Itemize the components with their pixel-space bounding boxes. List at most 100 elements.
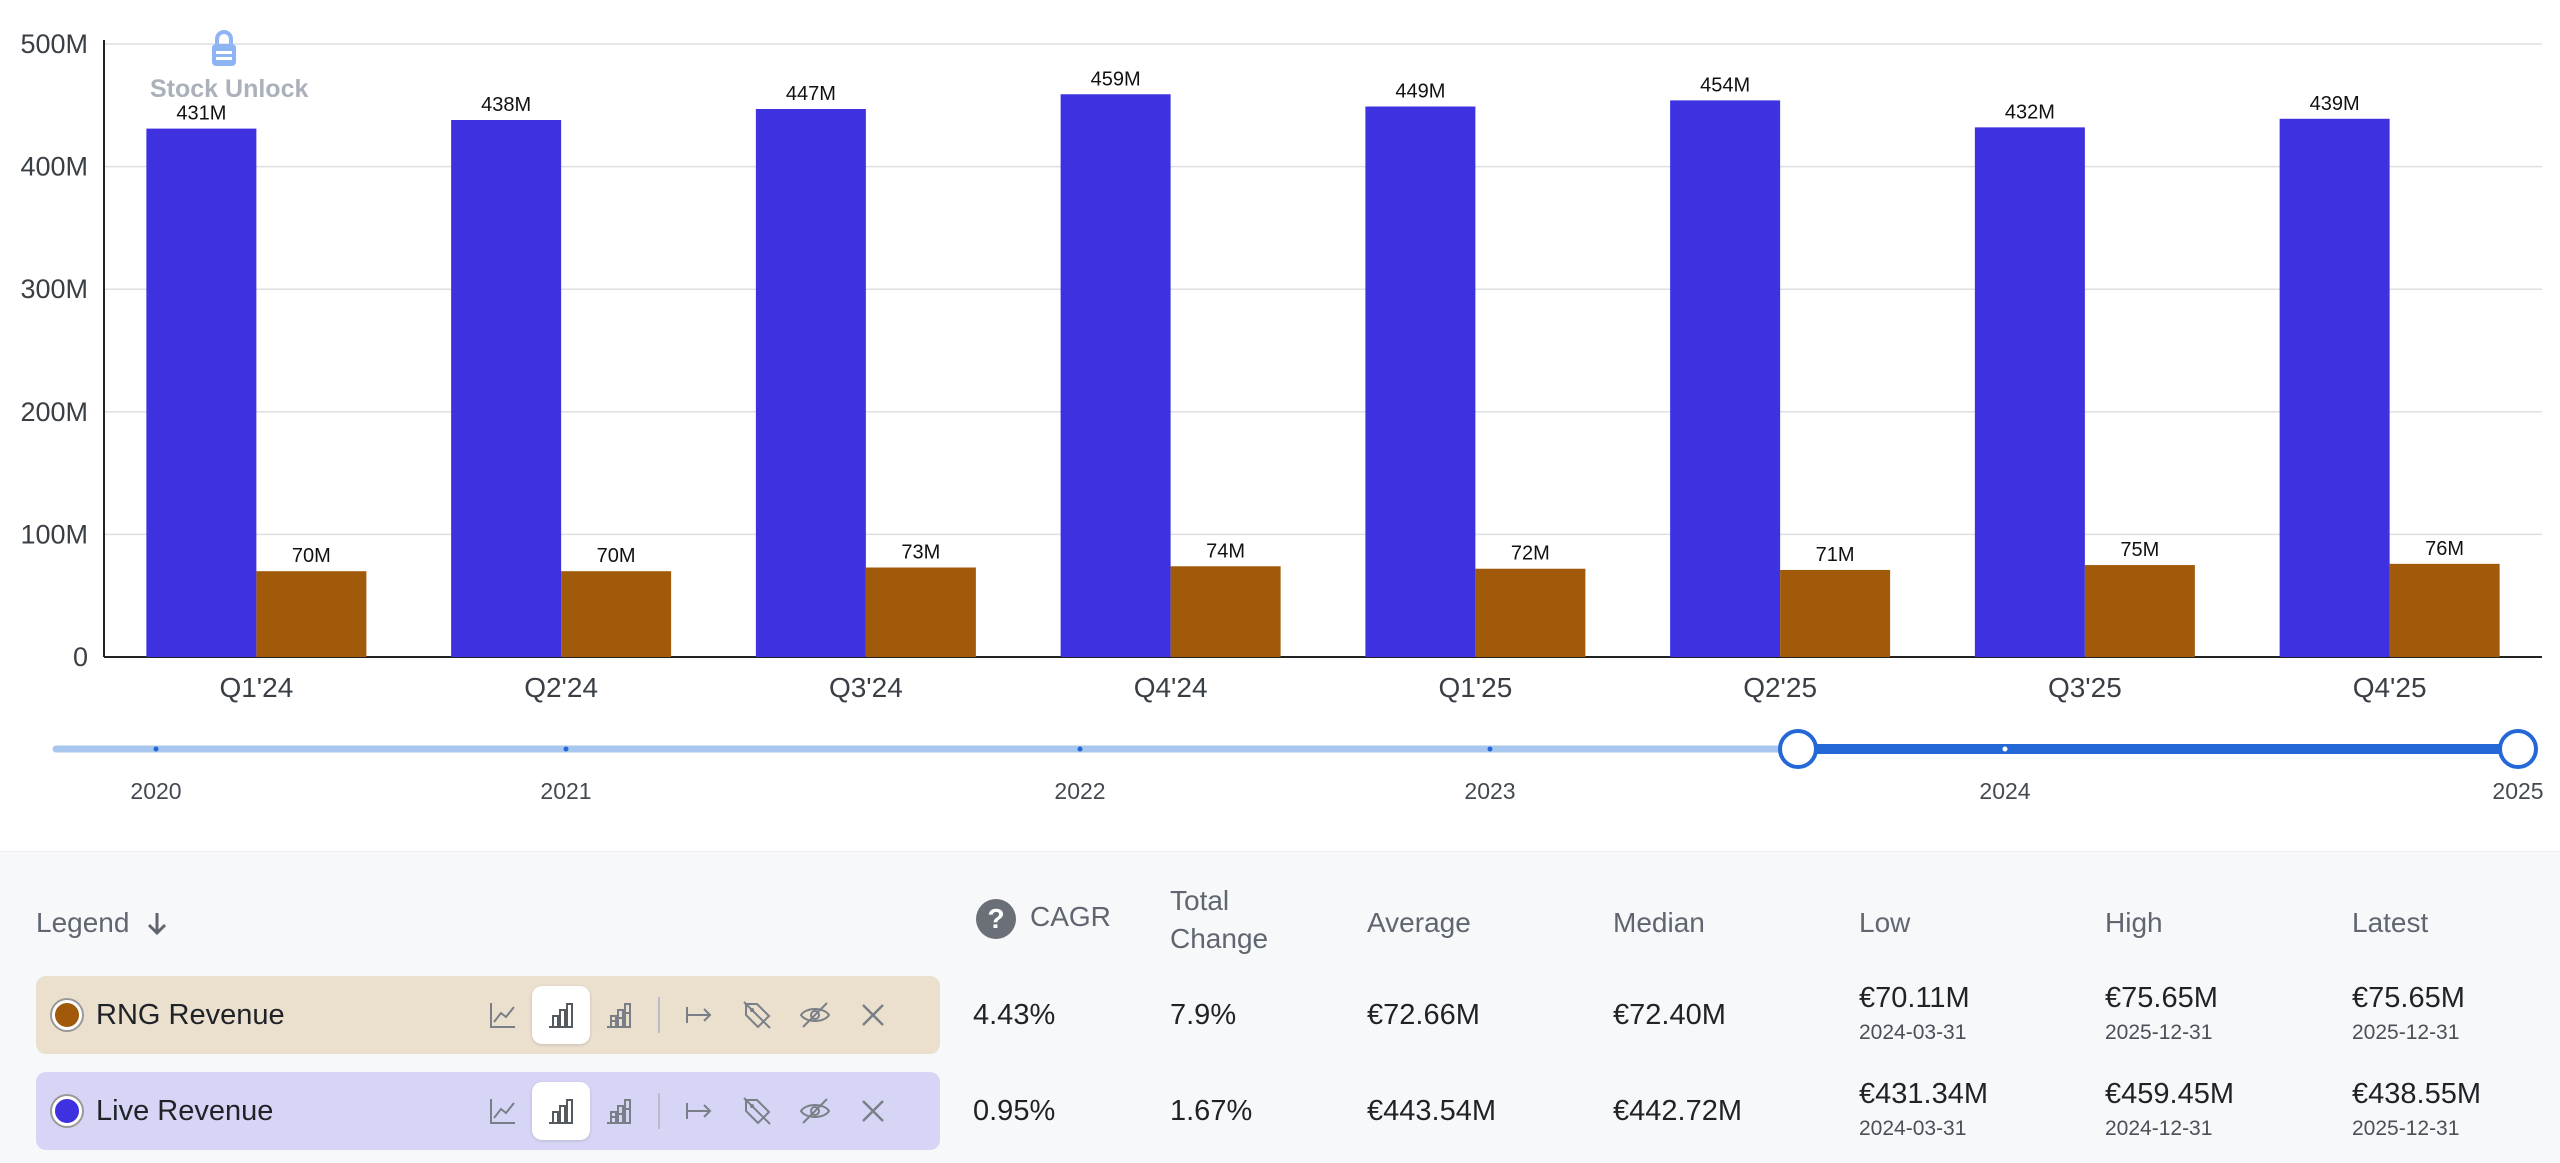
slider-year-label: 2024 xyxy=(1979,778,2030,804)
x-tick-label: Q3'25 xyxy=(2048,672,2122,703)
rng-total-change: 7.9% xyxy=(1170,999,1237,1031)
data-label: 447M xyxy=(786,83,836,105)
date-range-slider[interactable]: 2020 2021 2022 2023 2024 2025 xyxy=(52,729,2544,804)
y-tick-label: 300M xyxy=(20,274,88,304)
slider-year-label: 2022 xyxy=(1054,778,1105,804)
bar-rng-revenue xyxy=(1170,566,1281,657)
data-label: 76M xyxy=(2425,538,2464,560)
align-right-icon xyxy=(686,1103,712,1119)
series-name: RNG Revenue xyxy=(96,998,285,1031)
slider-handle-end[interactable] xyxy=(2498,729,2538,769)
rng-latest: €75.65M 2025-12-31 xyxy=(2352,982,2465,1045)
hide-series-button[interactable] xyxy=(786,986,844,1044)
align-right-button[interactable] xyxy=(670,1082,728,1140)
slider-tick xyxy=(563,746,569,752)
bar-live-revenue xyxy=(755,108,866,657)
eye-off-icon xyxy=(799,1098,831,1124)
average-header: Average xyxy=(1367,907,1471,938)
help-icon[interactable]: ? xyxy=(976,898,1016,939)
y-tick-label: 100M xyxy=(20,519,88,549)
total-change-header-line2: Change xyxy=(1170,923,1269,954)
hide-labels-button[interactable] xyxy=(728,1082,786,1140)
bar-live-revenue xyxy=(1365,106,1476,657)
x-tick-label: Q4'24 xyxy=(1134,672,1208,703)
live-latest: €438.55M 2025-12-31 xyxy=(2352,1078,2481,1141)
live-high-date: 2024-12-31 xyxy=(2105,1117,2213,1140)
bar-live-revenue xyxy=(1060,94,1171,658)
rng-cagr: 4.43% xyxy=(973,999,1056,1031)
bar-rng-revenue xyxy=(865,567,976,657)
legend-sort-button[interactable]: Legend xyxy=(36,904,171,942)
tag-off-icon xyxy=(743,1097,771,1125)
rng-low-date: 2024-03-31 xyxy=(1859,1021,1967,1044)
live-latest-date: 2025-12-31 xyxy=(2352,1117,2460,1140)
revenue-chart: 0 100M 200M 300M 400M 500M 431M 70M 438M 70M 447M… xyxy=(20,29,2544,804)
tool-separator xyxy=(658,1093,660,1129)
legend-row-rng-revenue[interactable]: RNG Revenue xyxy=(36,976,940,1054)
rng-low: €70.11M 2024-03-31 xyxy=(1859,982,1970,1045)
line-chart-button[interactable] xyxy=(474,986,532,1044)
live-latest-value: €438.55M xyxy=(2352,1078,2481,1110)
y-tick-label: 0 xyxy=(73,642,88,672)
x-tick-label: Q1'24 xyxy=(219,672,293,703)
legend-row-live-revenue[interactable]: Live Revenue xyxy=(36,1072,940,1150)
stacked-bar-button[interactable] xyxy=(590,1082,648,1140)
total-change-header: Total Change xyxy=(1170,882,1268,958)
watermark-text: Stock Unlock xyxy=(150,75,308,103)
bar-live-revenue xyxy=(2279,118,2390,657)
low-header: Low xyxy=(1859,907,1911,938)
total-change-header-line1: Total xyxy=(1170,885,1230,916)
legend-stats-panel: Legend ? CAGR Total Change Average Median… xyxy=(0,851,2560,1163)
close-icon xyxy=(862,1004,884,1026)
series-tools xyxy=(474,1072,902,1150)
close-icon xyxy=(862,1100,884,1122)
bar-rng-revenue xyxy=(1780,569,1891,657)
y-tick-label: 200M xyxy=(20,397,88,427)
live-average: €443.54M xyxy=(1367,1095,1496,1127)
live-high-value: €459.45M xyxy=(2105,1078,2234,1110)
data-label: 449M xyxy=(1395,81,1445,103)
slider-handle-start[interactable] xyxy=(1778,729,1818,769)
slider-year-label: 2021 xyxy=(540,778,591,804)
cagr-header: ? CAGR xyxy=(976,898,1111,939)
bar-rng-revenue xyxy=(561,571,672,657)
live-low-value: €431.34M xyxy=(1859,1078,1988,1110)
live-median: €442.72M xyxy=(1613,1095,1742,1127)
tool-separator xyxy=(658,997,660,1033)
data-label: 431M xyxy=(176,103,226,125)
data-label: 459M xyxy=(1091,68,1141,90)
data-label: 439M xyxy=(2310,93,2360,115)
remove-series-button[interactable] xyxy=(844,1082,902,1140)
cagr-header-label: CAGR xyxy=(1030,901,1111,932)
bar-chart-button[interactable] xyxy=(532,1082,590,1140)
align-right-button[interactable] xyxy=(670,986,728,1044)
hide-series-button[interactable] xyxy=(786,1082,844,1140)
x-tick-label: Q2'25 xyxy=(1743,672,1817,703)
bar-live-revenue xyxy=(1974,127,2085,658)
slider-year-label: 2020 xyxy=(130,778,181,804)
rng-high: €75.65M 2025-12-31 xyxy=(2105,982,2218,1045)
rng-high-value: €75.65M xyxy=(2105,982,2218,1014)
bar-rng-revenue xyxy=(2084,565,2195,657)
bar-chart-button[interactable] xyxy=(532,986,590,1044)
bar-rng-revenue xyxy=(1475,568,1586,657)
median-header: Median xyxy=(1613,907,1705,938)
series-color-dot[interactable] xyxy=(52,1000,82,1030)
series-color-dot[interactable] xyxy=(52,1096,82,1126)
remove-series-button[interactable] xyxy=(844,986,902,1044)
lock-icon xyxy=(212,30,236,66)
hide-labels-button[interactable] xyxy=(728,986,786,1044)
data-label: 72M xyxy=(1511,543,1550,565)
data-label: 70M xyxy=(597,545,636,567)
high-header: High xyxy=(2105,907,2163,938)
data-label: 75M xyxy=(2120,539,2159,561)
data-label: 71M xyxy=(1816,544,1855,566)
bar-chart-icon xyxy=(549,1003,573,1028)
rng-low-value: €70.11M xyxy=(1859,982,1970,1014)
y-axis-ticks: 0 100M 200M 300M 400M 500M xyxy=(20,29,88,672)
live-high: €459.45M 2024-12-31 xyxy=(2105,1078,2234,1141)
slider-year-label: 2023 xyxy=(1464,778,1515,804)
bar-rng-revenue xyxy=(256,571,367,657)
stacked-bar-button[interactable] xyxy=(590,986,648,1044)
line-chart-button[interactable] xyxy=(474,1082,532,1140)
